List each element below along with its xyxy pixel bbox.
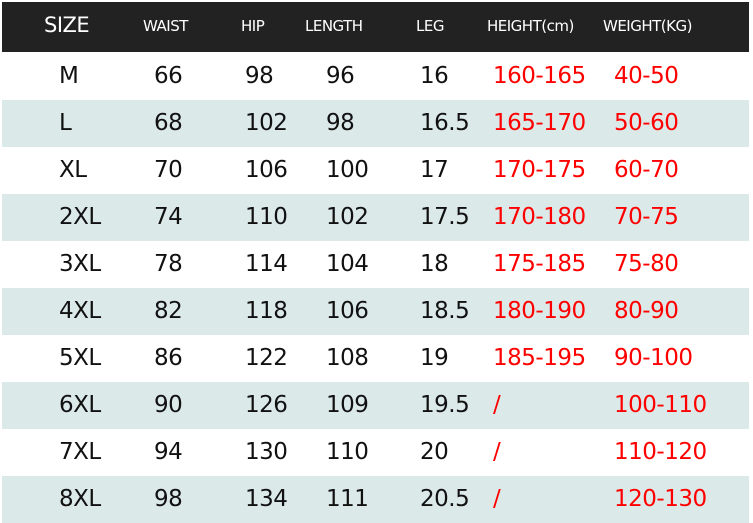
header-leg: LEG bbox=[416, 17, 444, 35]
cell-length: 102 bbox=[326, 204, 369, 230]
table-row: 5XL 86 122 108 19 185-195 90-100 bbox=[2, 335, 749, 382]
cell-leg: 20 bbox=[420, 439, 449, 465]
cell-height: / bbox=[493, 439, 501, 465]
cell-length: 98 bbox=[326, 110, 355, 136]
cell-weight: 50-60 bbox=[614, 110, 679, 136]
cell-waist: 78 bbox=[154, 251, 183, 277]
cell-weight: 60-70 bbox=[614, 157, 679, 183]
cell-size: 6XL bbox=[59, 392, 101, 418]
cell-size: XL bbox=[59, 157, 87, 183]
table-row: 3XL 78 114 104 18 175-185 75-80 bbox=[2, 241, 749, 288]
cell-size: 7XL bbox=[59, 439, 101, 465]
cell-length: 109 bbox=[326, 392, 369, 418]
cell-height: 175-185 bbox=[493, 251, 586, 277]
header-hip: HIP bbox=[241, 17, 265, 35]
cell-leg: 16.5 bbox=[420, 110, 470, 136]
cell-leg: 17.5 bbox=[420, 204, 470, 230]
cell-hip: 98 bbox=[245, 63, 274, 89]
cell-leg: 17 bbox=[420, 157, 449, 183]
cell-weight: 80-90 bbox=[614, 298, 679, 324]
header-length: LENGTH bbox=[305, 17, 363, 35]
cell-length: 110 bbox=[326, 439, 369, 465]
table-row: L 68 102 98 16.5 165-170 50-60 bbox=[2, 100, 749, 147]
cell-length: 111 bbox=[326, 486, 369, 512]
cell-height: 170-175 bbox=[493, 157, 586, 183]
cell-leg: 20.5 bbox=[420, 486, 470, 512]
cell-hip: 110 bbox=[245, 204, 288, 230]
cell-weight: 110-120 bbox=[614, 439, 707, 465]
cell-leg: 16 bbox=[420, 63, 449, 89]
cell-size: M bbox=[59, 63, 79, 89]
table-header: SIZE WAIST HIP LENGTH LEG HEIGHT(cm) WEIGHT(KG… bbox=[2, 2, 749, 52]
cell-waist: 86 bbox=[154, 345, 183, 371]
cell-hip: 134 bbox=[245, 486, 288, 512]
cell-waist: 98 bbox=[154, 486, 183, 512]
header-size: SIZE bbox=[44, 13, 90, 37]
table-row: 8XL 98 134 111 20.5 / 120-130 bbox=[2, 476, 749, 523]
header-waist: WAIST bbox=[143, 17, 188, 35]
cell-height: 160-165 bbox=[493, 63, 586, 89]
cell-leg: 19.5 bbox=[420, 392, 470, 418]
cell-height: 180-190 bbox=[493, 298, 586, 324]
cell-height: 170-180 bbox=[493, 204, 586, 230]
table-row: 2XL 74 110 102 17.5 170-180 70-75 bbox=[2, 194, 749, 241]
cell-size: L bbox=[59, 110, 72, 136]
cell-length: 104 bbox=[326, 251, 369, 277]
cell-weight: 100-110 bbox=[614, 392, 707, 418]
cell-waist: 90 bbox=[154, 392, 183, 418]
cell-height: 185-195 bbox=[493, 345, 586, 371]
cell-leg: 19 bbox=[420, 345, 449, 371]
cell-hip: 102 bbox=[245, 110, 288, 136]
cell-weight: 120-130 bbox=[614, 486, 707, 512]
cell-hip: 126 bbox=[245, 392, 288, 418]
cell-waist: 74 bbox=[154, 204, 183, 230]
cell-height: / bbox=[493, 392, 501, 418]
cell-hip: 130 bbox=[245, 439, 288, 465]
cell-waist: 82 bbox=[154, 298, 183, 324]
cell-length: 96 bbox=[326, 63, 355, 89]
header-height: HEIGHT(cm) bbox=[487, 17, 574, 35]
cell-weight: 90-100 bbox=[614, 345, 693, 371]
cell-weight: 40-50 bbox=[614, 63, 679, 89]
cell-size: 2XL bbox=[59, 204, 101, 230]
cell-length: 100 bbox=[326, 157, 369, 183]
table-row: 7XL 94 130 110 20 / 110-120 bbox=[2, 429, 749, 476]
cell-waist: 94 bbox=[154, 439, 183, 465]
cell-hip: 106 bbox=[245, 157, 288, 183]
cell-weight: 75-80 bbox=[614, 251, 679, 277]
cell-size: 3XL bbox=[59, 251, 101, 277]
cell-size: 8XL bbox=[59, 486, 101, 512]
table-row: 6XL 90 126 109 19.5 / 100-110 bbox=[2, 382, 749, 429]
cell-size: 4XL bbox=[59, 298, 101, 324]
cell-waist: 68 bbox=[154, 110, 183, 136]
table-row: M 66 98 96 16 160-165 40-50 bbox=[2, 53, 749, 100]
cell-leg: 18.5 bbox=[420, 298, 470, 324]
cell-hip: 114 bbox=[245, 251, 288, 277]
cell-hip: 122 bbox=[245, 345, 288, 371]
cell-length: 106 bbox=[326, 298, 369, 324]
cell-weight: 70-75 bbox=[614, 204, 679, 230]
cell-height: / bbox=[493, 486, 501, 512]
table-row: 4XL 82 118 106 18.5 180-190 80-90 bbox=[2, 288, 749, 335]
cell-height: 165-170 bbox=[493, 110, 586, 136]
cell-hip: 118 bbox=[245, 298, 288, 324]
cell-length: 108 bbox=[326, 345, 369, 371]
cell-waist: 66 bbox=[154, 63, 183, 89]
cell-leg: 18 bbox=[420, 251, 449, 277]
cell-size: 5XL bbox=[59, 345, 101, 371]
header-weight: WEIGHT(KG) bbox=[603, 17, 692, 35]
table-row: XL 70 106 100 17 170-175 60-70 bbox=[2, 147, 749, 194]
cell-waist: 70 bbox=[154, 157, 183, 183]
